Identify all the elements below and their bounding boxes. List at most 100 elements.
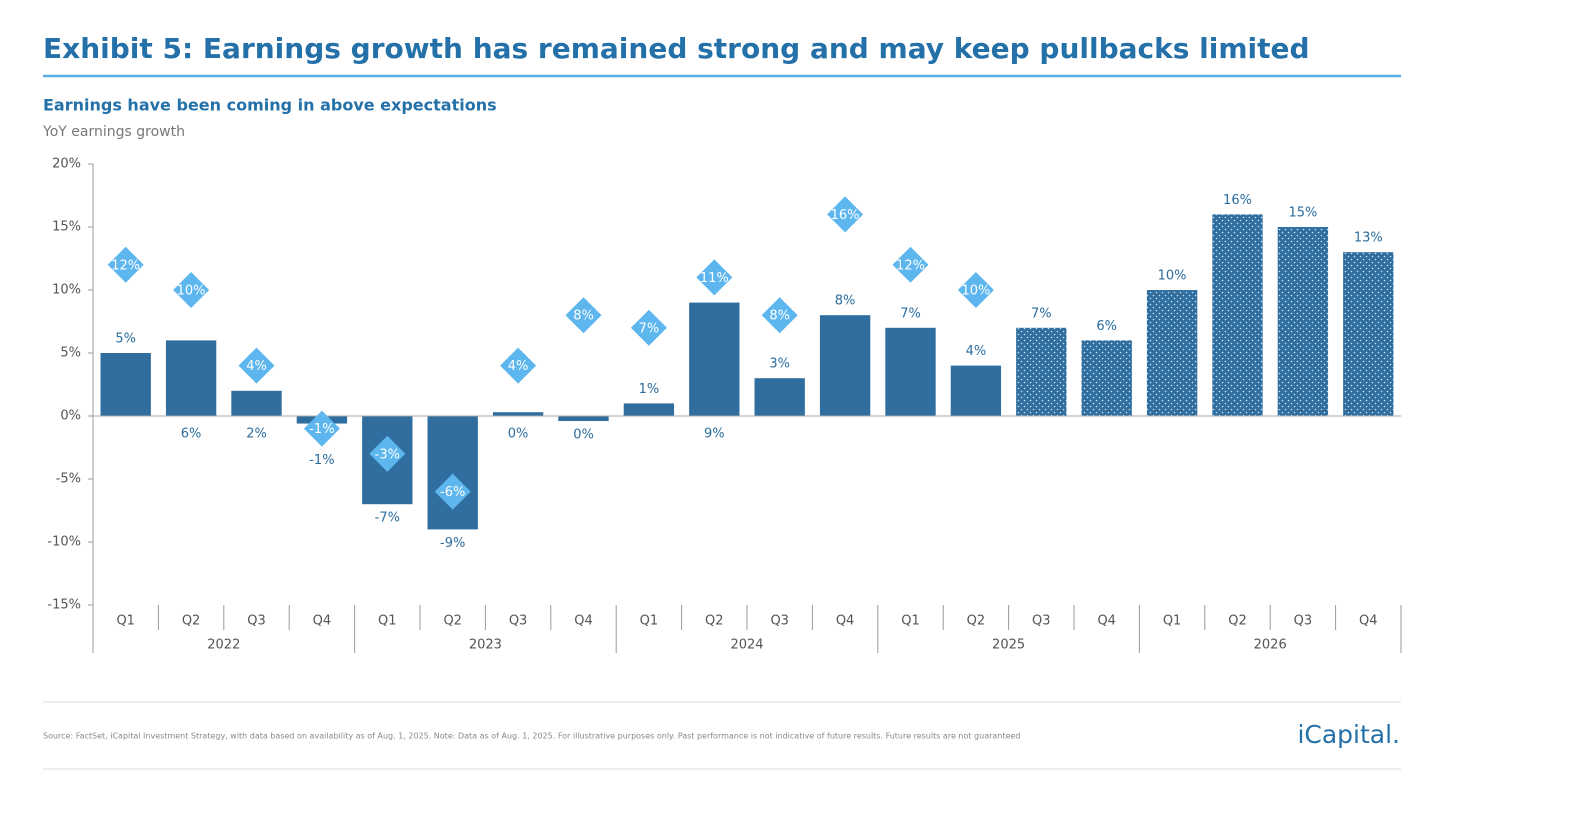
data-label: 15%: [1288, 206, 1317, 221]
bar: [558, 416, 609, 422]
x-tick-label: Q3: [509, 614, 528, 629]
diamond-label: 10%: [961, 284, 990, 299]
diamond-label: 4%: [508, 359, 529, 374]
bar: [100, 353, 151, 416]
x-tick-label: Q4: [1359, 614, 1378, 629]
data-label: 2%: [246, 427, 267, 442]
bar: [819, 315, 871, 416]
bar: [885, 327, 936, 416]
diamond-marker: [630, 309, 667, 346]
x-tick-label: Q3: [1032, 614, 1051, 629]
diamond-marker: [173, 272, 210, 308]
y-tick-label: 20%: [52, 157, 81, 172]
diamond-label: -1%: [309, 422, 334, 437]
bar: [1277, 227, 1329, 416]
data-label: -7%: [375, 511, 400, 526]
y-tick-label: 5%: [60, 346, 81, 361]
data-label: 1%: [639, 382, 660, 397]
y-tick-label: 15%: [52, 220, 81, 235]
x-tick-label: Q1: [378, 614, 397, 629]
bar: [689, 302, 740, 416]
diamond-label: 8%: [573, 309, 594, 324]
bar: [754, 378, 805, 416]
y-axis-label: YoY earnings growth: [42, 124, 185, 140]
group-label: 2023: [469, 638, 502, 653]
x-tick-label: Q2: [967, 614, 986, 629]
data-label: -9%: [440, 536, 465, 551]
diamond-marker: [369, 435, 406, 472]
x-tick-label: Q4: [574, 614, 593, 629]
data-label: 7%: [1031, 306, 1052, 321]
diamond-label: 12%: [111, 258, 140, 273]
x-tick-label: Q1: [901, 614, 920, 629]
bar: [1343, 252, 1394, 416]
x-tick-label: Q4: [313, 614, 332, 629]
x-tick-label: Q3: [1294, 614, 1313, 629]
x-tick-label: Q1: [116, 614, 135, 629]
bar: [427, 416, 478, 530]
chart-title: Exhibit 5: Earnings growth has remained …: [43, 32, 1310, 65]
data-label: 7%: [900, 306, 921, 321]
x-tick-label: Q1: [1163, 614, 1182, 629]
diamond-label: 16%: [831, 208, 860, 223]
group-label: 2022: [207, 638, 240, 653]
x-tick-label: Q2: [705, 614, 724, 629]
diamond-marker: [565, 297, 602, 334]
data-label: 6%: [1096, 319, 1117, 334]
data-label: 8%: [835, 294, 856, 309]
bar: [1081, 340, 1132, 416]
x-tick-label: Q3: [247, 614, 266, 629]
bar: [1146, 290, 1198, 416]
diamond-marker: [303, 410, 340, 447]
diamond-marker: [434, 473, 471, 510]
diamond-label: 8%: [769, 309, 790, 324]
x-tick-label: Q2: [1228, 614, 1247, 629]
group-label: 2025: [992, 638, 1025, 653]
data-label: 9%: [704, 427, 725, 442]
bar: [1016, 327, 1067, 416]
subtitle: Earnings have been coming in above expec…: [43, 96, 497, 115]
data-label: 3%: [769, 357, 790, 372]
diamond-label: 10%: [177, 284, 206, 299]
x-tick-label: Q2: [182, 614, 201, 629]
data-label: 0%: [508, 427, 529, 442]
group-label: 2024: [730, 638, 763, 653]
diamond-label: 4%: [246, 359, 267, 374]
diamond-marker: [696, 259, 733, 296]
data-label: 0%: [573, 428, 594, 443]
diamond-marker: [500, 347, 537, 384]
data-label: 6%: [181, 427, 202, 442]
diamond-marker: [892, 246, 929, 283]
bar: [492, 412, 544, 416]
diamond-marker: [761, 297, 798, 334]
data-label: -1%: [309, 453, 334, 468]
bar: [231, 390, 282, 416]
data-label: 5%: [115, 332, 136, 347]
x-tick-label: Q4: [836, 614, 855, 629]
diamond-marker: [957, 272, 994, 308]
x-tick-label: Q2: [443, 614, 462, 629]
diamond-label: 7%: [639, 321, 660, 336]
data-label: 13%: [1354, 231, 1383, 246]
data-label: 4%: [966, 344, 987, 359]
logo: iCapital.: [1297, 720, 1400, 749]
diamond-marker: [827, 196, 864, 233]
diamond-label: -3%: [375, 447, 400, 462]
diamond-label: -6%: [440, 485, 465, 500]
data-label: 10%: [1158, 269, 1187, 284]
x-tick-label: Q3: [770, 614, 789, 629]
y-tick-label: -10%: [47, 535, 81, 550]
data-label: 16%: [1223, 193, 1252, 208]
source-note: Source: FactSet, iCapital Investment Str…: [43, 732, 1020, 741]
y-tick-label: 10%: [52, 283, 81, 298]
bar: [165, 340, 217, 416]
bar: [1212, 214, 1263, 416]
y-tick-label: -15%: [47, 598, 81, 613]
diamond-label: 11%: [700, 271, 729, 286]
diamond-marker: [107, 246, 144, 283]
x-tick-label: Q4: [1097, 614, 1116, 629]
diamond-label: 12%: [896, 258, 925, 273]
bar: [950, 365, 1002, 416]
group-label: 2026: [1254, 638, 1287, 653]
